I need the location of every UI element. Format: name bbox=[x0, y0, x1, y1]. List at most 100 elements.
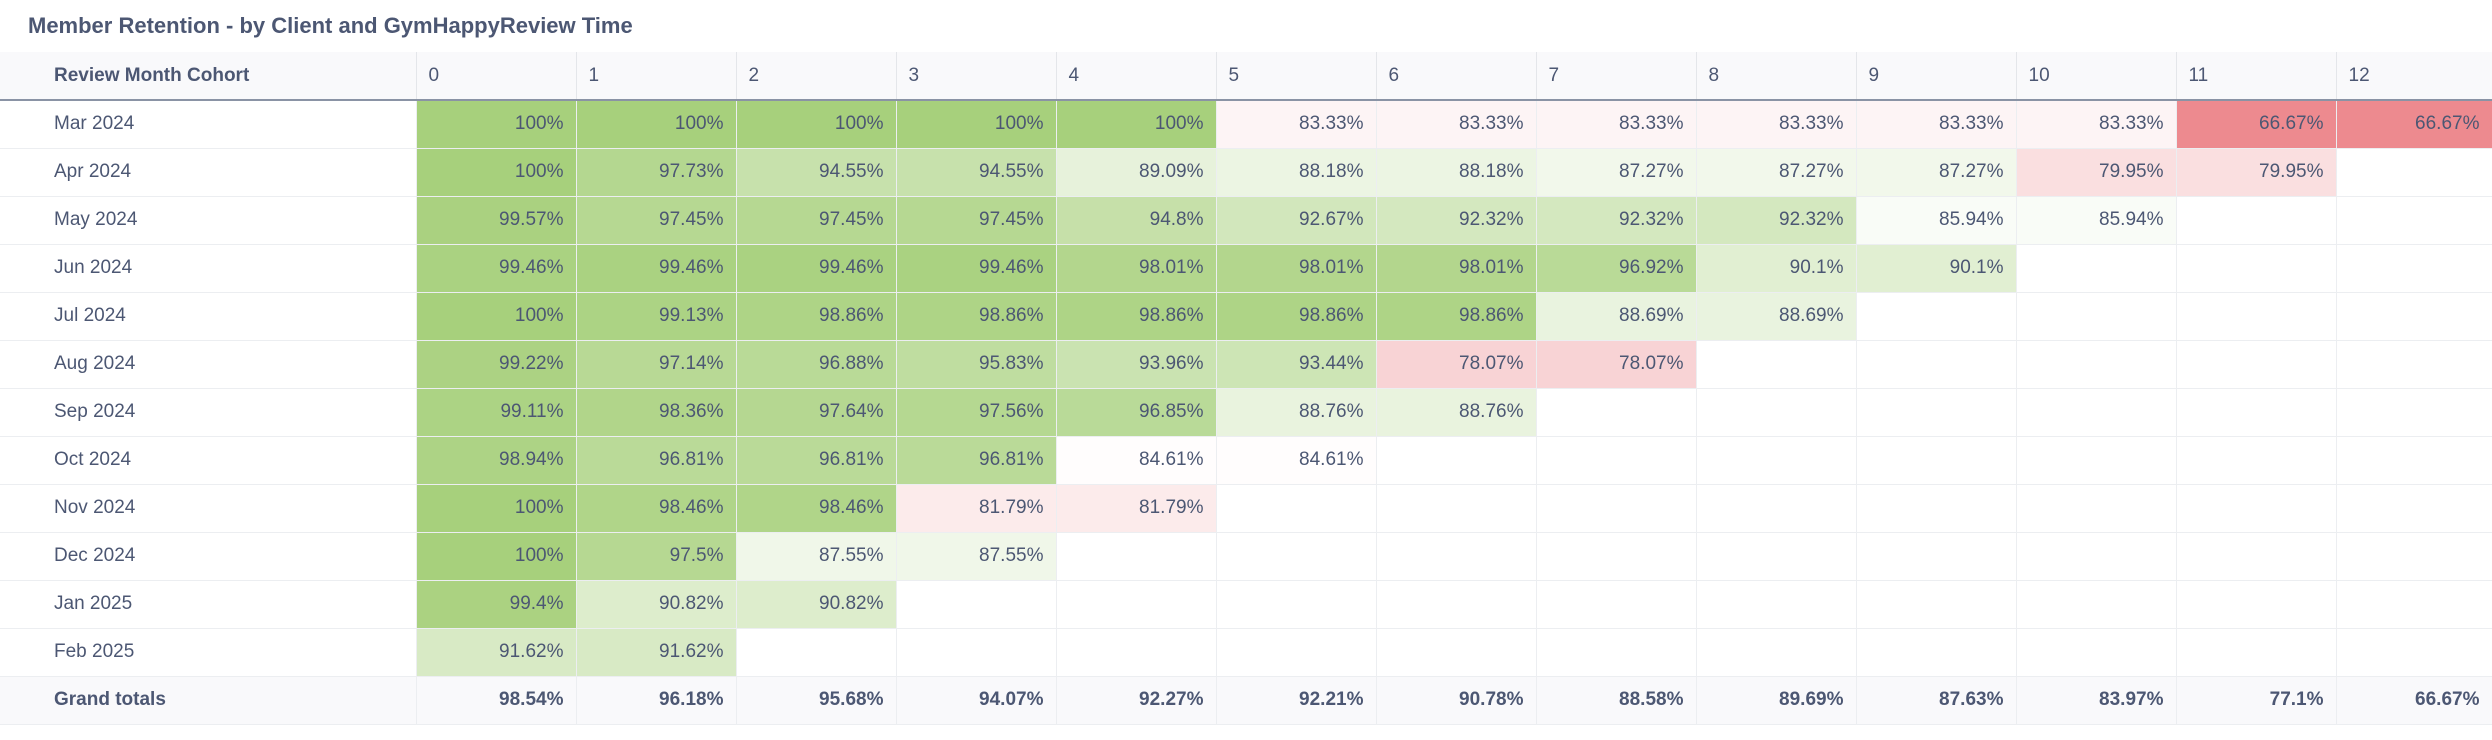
column-header-6[interactable]: 6 bbox=[1376, 52, 1537, 101]
retention-cell bbox=[2176, 436, 2337, 485]
table-row: Mar 2024 100% 100% 100% 100% 100% 83.33% 83.33%… bbox=[0, 100, 2492, 149]
retention-cell: 97.45% bbox=[736, 196, 897, 245]
retention-cell: 97.45% bbox=[576, 196, 737, 245]
retention-cell: 99.46% bbox=[896, 244, 1057, 293]
retention-cell: 98.86% bbox=[896, 292, 1057, 341]
retention-cell bbox=[1696, 532, 1857, 581]
retention-cell bbox=[1696, 340, 1857, 389]
retention-cell: 90.1% bbox=[1856, 244, 2017, 293]
retention-cell bbox=[2016, 388, 2177, 437]
retention-cell: 100% bbox=[416, 148, 577, 197]
table-row: Jun 2024 99.46% 99.46% 99.46% 99.46% 98.01% 98… bbox=[0, 244, 2492, 293]
retention-cell bbox=[2336, 532, 2492, 581]
retention-cell bbox=[1536, 388, 1697, 437]
retention-cell: 78.07% bbox=[1376, 340, 1537, 389]
retention-cell bbox=[1216, 580, 1377, 629]
retention-cell: 100% bbox=[736, 100, 897, 149]
retention-cell: 97.73% bbox=[576, 148, 737, 197]
retention-cell bbox=[1216, 484, 1377, 533]
column-header-12[interactable]: 12 bbox=[2336, 52, 2492, 101]
table-row: May 2024 99.57% 97.45% 97.45% 97.45% 94.8% 92.… bbox=[0, 196, 2492, 245]
grand-total-cell: 90.78% bbox=[1376, 675, 1537, 725]
retention-cell bbox=[2176, 244, 2337, 293]
retention-cell bbox=[2336, 148, 2492, 197]
grand-totals-row: Grand totals 98.54% 96.18% 95.68% 94.07% 92.2… bbox=[0, 675, 2492, 725]
retention-cell: 93.96% bbox=[1056, 340, 1217, 389]
row-header-cell[interactable]: Review Month Cohort bbox=[0, 52, 417, 101]
column-header-3[interactable]: 3 bbox=[896, 52, 1057, 101]
retention-cell: 84.61% bbox=[1216, 436, 1377, 485]
table-row: Jan 2025 99.4% 90.82% 90.82% bbox=[0, 580, 2492, 629]
retention-cell: 92.67% bbox=[1216, 196, 1377, 245]
retention-cell bbox=[1856, 436, 2017, 485]
retention-cell: 79.95% bbox=[2016, 148, 2177, 197]
retention-cell: 96.88% bbox=[736, 340, 897, 389]
retention-cell bbox=[1536, 484, 1697, 533]
retention-cell: 92.32% bbox=[1696, 196, 1857, 245]
retention-cell: 84.61% bbox=[1056, 436, 1217, 485]
retention-cell: 100% bbox=[416, 532, 577, 581]
row-label: Jan 2025 bbox=[0, 580, 417, 629]
retention-cell: 97.45% bbox=[896, 196, 1057, 245]
retention-cell: 91.62% bbox=[416, 628, 577, 677]
retention-cell bbox=[2016, 292, 2177, 341]
retention-cell bbox=[1376, 484, 1537, 533]
retention-cell: 85.94% bbox=[1856, 196, 2017, 245]
retention-cell bbox=[1536, 580, 1697, 629]
retention-cell: 100% bbox=[416, 484, 577, 533]
retention-cell: 98.46% bbox=[736, 484, 897, 533]
column-header-10[interactable]: 10 bbox=[2016, 52, 2177, 101]
column-header-11[interactable]: 11 bbox=[2176, 52, 2337, 101]
row-label: Apr 2024 bbox=[0, 148, 417, 197]
retention-cell bbox=[2336, 244, 2492, 293]
retention-cell bbox=[1856, 292, 2017, 341]
retention-cell: 99.13% bbox=[576, 292, 737, 341]
grand-total-cell: 94.07% bbox=[896, 675, 1057, 725]
retention-cell bbox=[2016, 532, 2177, 581]
grand-total-cell: 88.58% bbox=[1536, 675, 1697, 725]
retention-cell: 99.57% bbox=[416, 196, 577, 245]
retention-cell: 99.46% bbox=[416, 244, 577, 293]
retention-cell: 98.86% bbox=[1376, 292, 1537, 341]
retention-cell: 98.01% bbox=[1056, 244, 1217, 293]
column-header-4[interactable]: 4 bbox=[1056, 52, 1217, 101]
column-header-7[interactable]: 7 bbox=[1536, 52, 1697, 101]
retention-cell bbox=[1536, 532, 1697, 581]
table-body: Mar 2024 100% 100% 100% 100% 100% 83.33% 83.33%… bbox=[0, 100, 2492, 725]
retention-cell: 96.81% bbox=[896, 436, 1057, 485]
retention-cell bbox=[1216, 628, 1377, 677]
grand-totals-label: Grand totals bbox=[0, 675, 417, 725]
retention-cell bbox=[2336, 436, 2492, 485]
column-header-2[interactable]: 2 bbox=[736, 52, 897, 101]
column-header-8[interactable]: 8 bbox=[1696, 52, 1857, 101]
retention-cell bbox=[1856, 628, 2017, 677]
retention-cell: 87.27% bbox=[1856, 148, 2017, 197]
retention-pivot-table: Review Month Cohort 0 1 2 3 4 5 6 7 8 9 10 11 12 Mar… bbox=[0, 52, 2492, 725]
column-header-0[interactable]: 0 bbox=[416, 52, 577, 101]
retention-cell bbox=[2016, 340, 2177, 389]
retention-cell: 90.82% bbox=[736, 580, 897, 629]
retention-cell: 92.32% bbox=[1376, 196, 1537, 245]
retention-cell bbox=[1216, 532, 1377, 581]
column-header-1[interactable]: 1 bbox=[576, 52, 737, 101]
column-header-9[interactable]: 9 bbox=[1856, 52, 2017, 101]
retention-cell: 88.76% bbox=[1216, 388, 1377, 437]
retention-cell bbox=[1856, 388, 2017, 437]
retention-cell: 97.14% bbox=[576, 340, 737, 389]
retention-cell bbox=[1696, 436, 1857, 485]
retention-cell bbox=[2016, 244, 2177, 293]
table-row: Jul 2024 100% 99.13% 98.86% 98.86% 98.86% 98.8… bbox=[0, 292, 2492, 341]
retention-cell: 87.27% bbox=[1696, 148, 1857, 197]
table-row: Dec 2024 100% 97.5% 87.55% 87.55% bbox=[0, 532, 2492, 581]
retention-cell bbox=[736, 628, 897, 677]
retention-cell bbox=[2176, 580, 2337, 629]
retention-cell: 81.79% bbox=[1056, 484, 1217, 533]
retention-cell bbox=[1056, 532, 1217, 581]
retention-cell: 98.01% bbox=[1376, 244, 1537, 293]
column-header-5[interactable]: 5 bbox=[1216, 52, 1377, 101]
retention-cell bbox=[2336, 340, 2492, 389]
grand-total-cell: 83.97% bbox=[2016, 675, 2177, 725]
retention-cell: 94.55% bbox=[736, 148, 897, 197]
retention-cell: 91.62% bbox=[576, 628, 737, 677]
retention-cell bbox=[2016, 484, 2177, 533]
